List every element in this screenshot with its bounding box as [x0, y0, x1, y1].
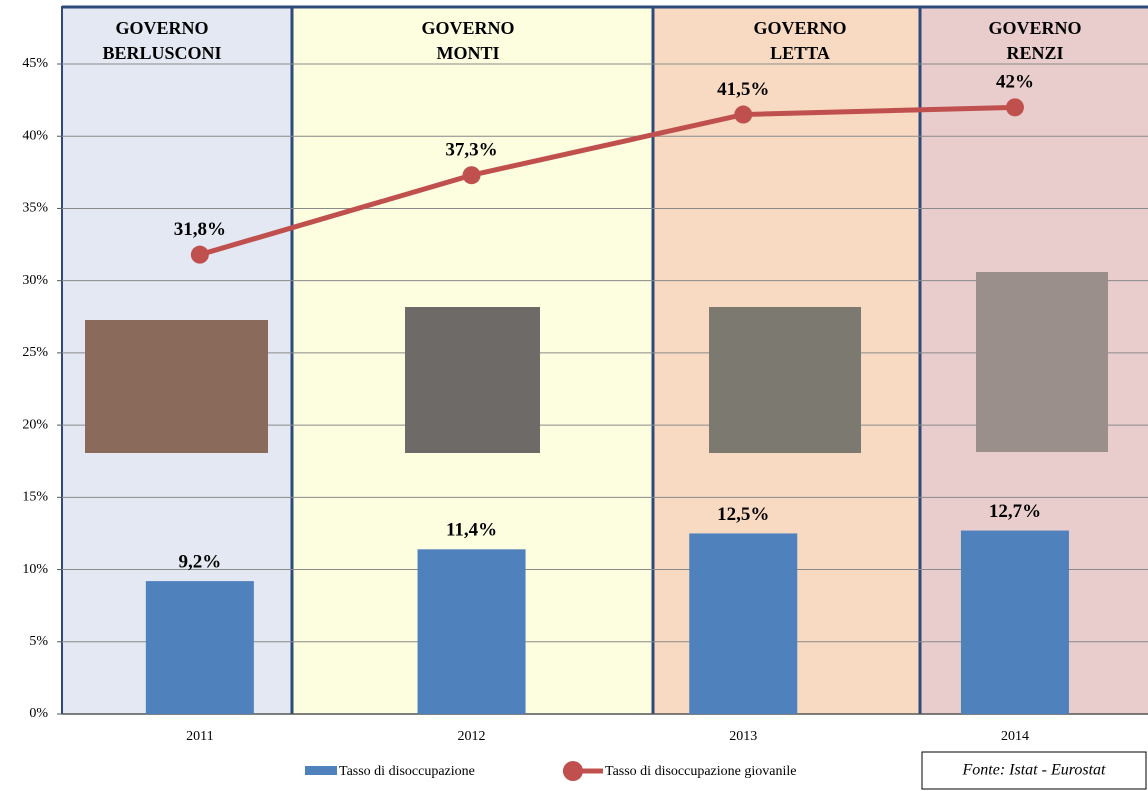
x-tick-label: 2011	[186, 729, 213, 744]
legend-label: Tasso di disoccupazione giovanile	[605, 764, 796, 779]
legend-label: Tasso di disoccupazione	[339, 764, 475, 779]
y-tick-label: 40%	[22, 128, 48, 143]
y-tick-label: 25%	[22, 345, 48, 360]
y-tick-label: 15%	[22, 490, 48, 505]
panel-title: GOVERNO	[421, 18, 514, 38]
source: Fonte: Istat - Eurostat	[962, 762, 1107, 779]
photo	[405, 307, 540, 453]
line-point	[462, 166, 481, 185]
value-label: 9,2%	[178, 551, 221, 572]
y-tick-label: 45%	[22, 56, 48, 71]
x-tick-label: 2013	[729, 729, 757, 744]
y-tick-label: 20%	[22, 417, 48, 432]
panel-title: MONTI	[437, 43, 500, 63]
photo	[709, 307, 861, 453]
value-label: 31,8%	[174, 219, 226, 240]
legend-swatch	[563, 761, 583, 781]
y-tick-label: 30%	[22, 273, 48, 288]
y-tick-label: 10%	[22, 562, 48, 577]
panel-title: GOVERNO	[753, 18, 846, 38]
y-tick-label: 5%	[29, 634, 48, 649]
bar	[960, 530, 1069, 714]
y-tick-label: 0%	[29, 706, 48, 721]
photo	[976, 272, 1108, 452]
line-point	[1005, 98, 1024, 117]
x-tick-label: 2014	[1001, 729, 1029, 744]
panel-title: GOVERNO	[988, 18, 1081, 38]
value-label: 41,5%	[717, 79, 769, 100]
panel-title: LETTA	[770, 43, 830, 63]
photos	[85, 272, 1108, 453]
panel-title: GOVERNO	[115, 18, 208, 38]
line-point	[734, 105, 753, 124]
line-point	[190, 245, 209, 264]
bar	[417, 549, 526, 714]
value-label: 37,3%	[445, 140, 497, 161]
source-box	[921, 751, 1147, 790]
value-label: 42%	[996, 72, 1034, 93]
marks: 2011 2012 2013 2014 9,2% 11,4% 12,5% 12,7% 31,8%…	[145, 72, 1069, 781]
line	[199, 104, 1016, 258]
legend-swatch	[305, 766, 337, 775]
bar	[145, 581, 254, 714]
photo	[85, 320, 268, 453]
value-label: 12,5%	[717, 504, 769, 525]
value-label: 12,7%	[989, 501, 1041, 522]
bar	[689, 533, 798, 714]
panel-title: BERLUSCONI	[102, 43, 221, 63]
panel-title: RENZI	[1006, 43, 1063, 63]
x-tick-label: 2012	[458, 729, 486, 744]
y-tick-label: 35%	[22, 201, 48, 216]
value-label: 11,4%	[446, 520, 497, 541]
